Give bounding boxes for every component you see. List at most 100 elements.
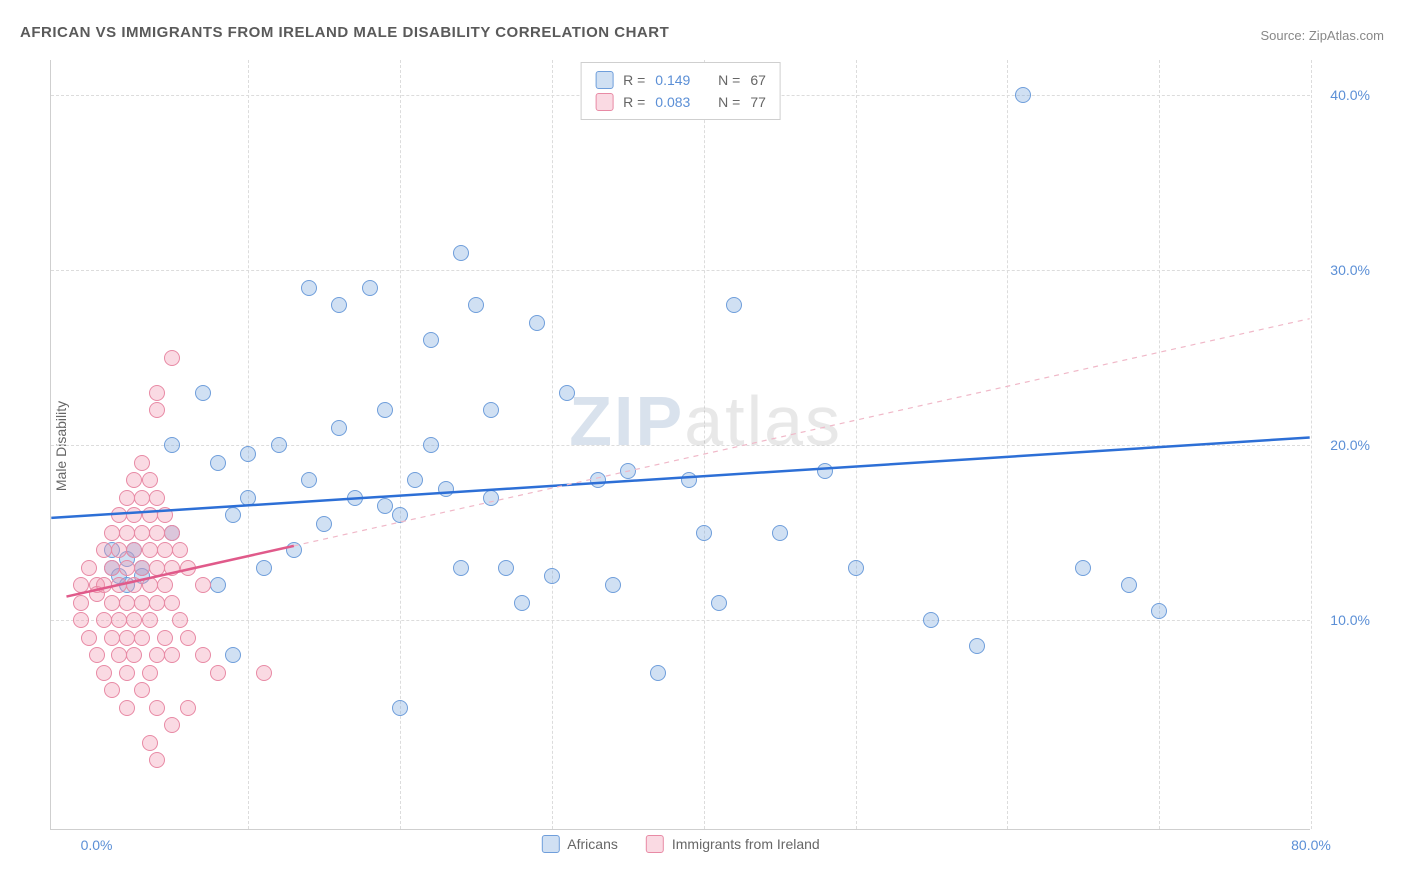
- scatter-point: [104, 595, 120, 611]
- y-tick-label: 40.0%: [1330, 87, 1370, 103]
- x-tick-label: 0.0%: [81, 837, 113, 853]
- scatter-point: [149, 525, 165, 541]
- scatter-point: [195, 647, 211, 663]
- scatter-point: [134, 490, 150, 506]
- scatter-point: [73, 577, 89, 593]
- legend-swatch-bottom-0: [541, 835, 559, 853]
- scatter-point: [134, 525, 150, 541]
- scatter-point: [142, 472, 158, 488]
- r-label: R =: [623, 72, 645, 88]
- r-value-0: 0.149: [655, 72, 690, 88]
- gridline-v: [856, 60, 857, 829]
- scatter-point: [407, 472, 423, 488]
- n-value-1: 77: [750, 94, 766, 110]
- scatter-point: [81, 560, 97, 576]
- scatter-point: [969, 638, 985, 654]
- scatter-point: [453, 245, 469, 261]
- scatter-point: [1151, 603, 1167, 619]
- scatter-point: [149, 490, 165, 506]
- scatter-point: [726, 297, 742, 313]
- chart-plot-area: ZIPatlas R = 0.149 N = 67 R = 0.083 N = …: [50, 60, 1310, 830]
- scatter-point: [111, 577, 127, 593]
- scatter-point: [377, 498, 393, 514]
- r-label: R =: [623, 94, 645, 110]
- scatter-point: [1075, 560, 1091, 576]
- scatter-point: [111, 507, 127, 523]
- legend-swatch-bottom-1: [646, 835, 664, 853]
- scatter-point: [848, 560, 864, 576]
- scatter-point: [164, 595, 180, 611]
- scatter-point: [483, 402, 499, 418]
- scatter-point: [126, 647, 142, 663]
- scatter-point: [1015, 87, 1031, 103]
- gridline-h: [51, 620, 1310, 621]
- scatter-point: [134, 630, 150, 646]
- scatter-point: [817, 463, 833, 479]
- scatter-point: [164, 525, 180, 541]
- scatter-point: [180, 560, 196, 576]
- scatter-point: [392, 507, 408, 523]
- scatter-point: [180, 700, 196, 716]
- scatter-point: [620, 463, 636, 479]
- gridline-h: [51, 270, 1310, 271]
- scatter-point: [468, 297, 484, 313]
- scatter-point: [923, 612, 939, 628]
- scatter-point: [240, 490, 256, 506]
- scatter-point: [256, 665, 272, 681]
- r-value-1: 0.083: [655, 94, 690, 110]
- scatter-point: [362, 280, 378, 296]
- scatter-point: [210, 455, 226, 471]
- scatter-point: [650, 665, 666, 681]
- scatter-point: [134, 455, 150, 471]
- scatter-point: [605, 577, 621, 593]
- gridline-v: [1159, 60, 1160, 829]
- scatter-point: [126, 472, 142, 488]
- scatter-point: [498, 560, 514, 576]
- scatter-point: [142, 612, 158, 628]
- legend-row-0: R = 0.149 N = 67: [595, 69, 766, 91]
- scatter-point: [119, 490, 135, 506]
- scatter-point: [225, 647, 241, 663]
- y-tick-label: 30.0%: [1330, 262, 1370, 278]
- scatter-point: [119, 700, 135, 716]
- scatter-point: [195, 385, 211, 401]
- gridline-v: [704, 60, 705, 829]
- scatter-point: [157, 507, 173, 523]
- scatter-point: [157, 542, 173, 558]
- gridline-h: [51, 445, 1310, 446]
- scatter-point: [111, 612, 127, 628]
- scatter-point: [164, 350, 180, 366]
- scatter-point: [180, 630, 196, 646]
- source-label: Source: ZipAtlas.com: [1260, 28, 1384, 43]
- scatter-point: [195, 577, 211, 593]
- scatter-point: [142, 735, 158, 751]
- scatter-point: [134, 595, 150, 611]
- scatter-point: [119, 595, 135, 611]
- scatter-point: [331, 297, 347, 313]
- legend-item-0: Africans: [541, 835, 618, 853]
- scatter-point: [514, 595, 530, 611]
- gridline-v: [552, 60, 553, 829]
- gridline-v: [1311, 60, 1312, 829]
- scatter-point: [111, 647, 127, 663]
- scatter-point: [89, 647, 105, 663]
- scatter-point: [134, 682, 150, 698]
- gridline-v: [248, 60, 249, 829]
- scatter-point: [590, 472, 606, 488]
- scatter-point: [210, 665, 226, 681]
- scatter-point: [149, 595, 165, 611]
- scatter-point: [559, 385, 575, 401]
- legend-row-1: R = 0.083 N = 77: [595, 91, 766, 113]
- scatter-point: [73, 612, 89, 628]
- scatter-point: [164, 647, 180, 663]
- watermark: ZIPatlas: [569, 381, 842, 461]
- scatter-point: [104, 525, 120, 541]
- scatter-point: [172, 542, 188, 558]
- watermark-suffix: atlas: [684, 382, 842, 460]
- y-tick-label: 20.0%: [1330, 437, 1370, 453]
- scatter-point: [544, 568, 560, 584]
- scatter-point: [347, 490, 363, 506]
- scatter-point: [119, 560, 135, 576]
- scatter-point: [96, 577, 112, 593]
- scatter-point: [149, 647, 165, 663]
